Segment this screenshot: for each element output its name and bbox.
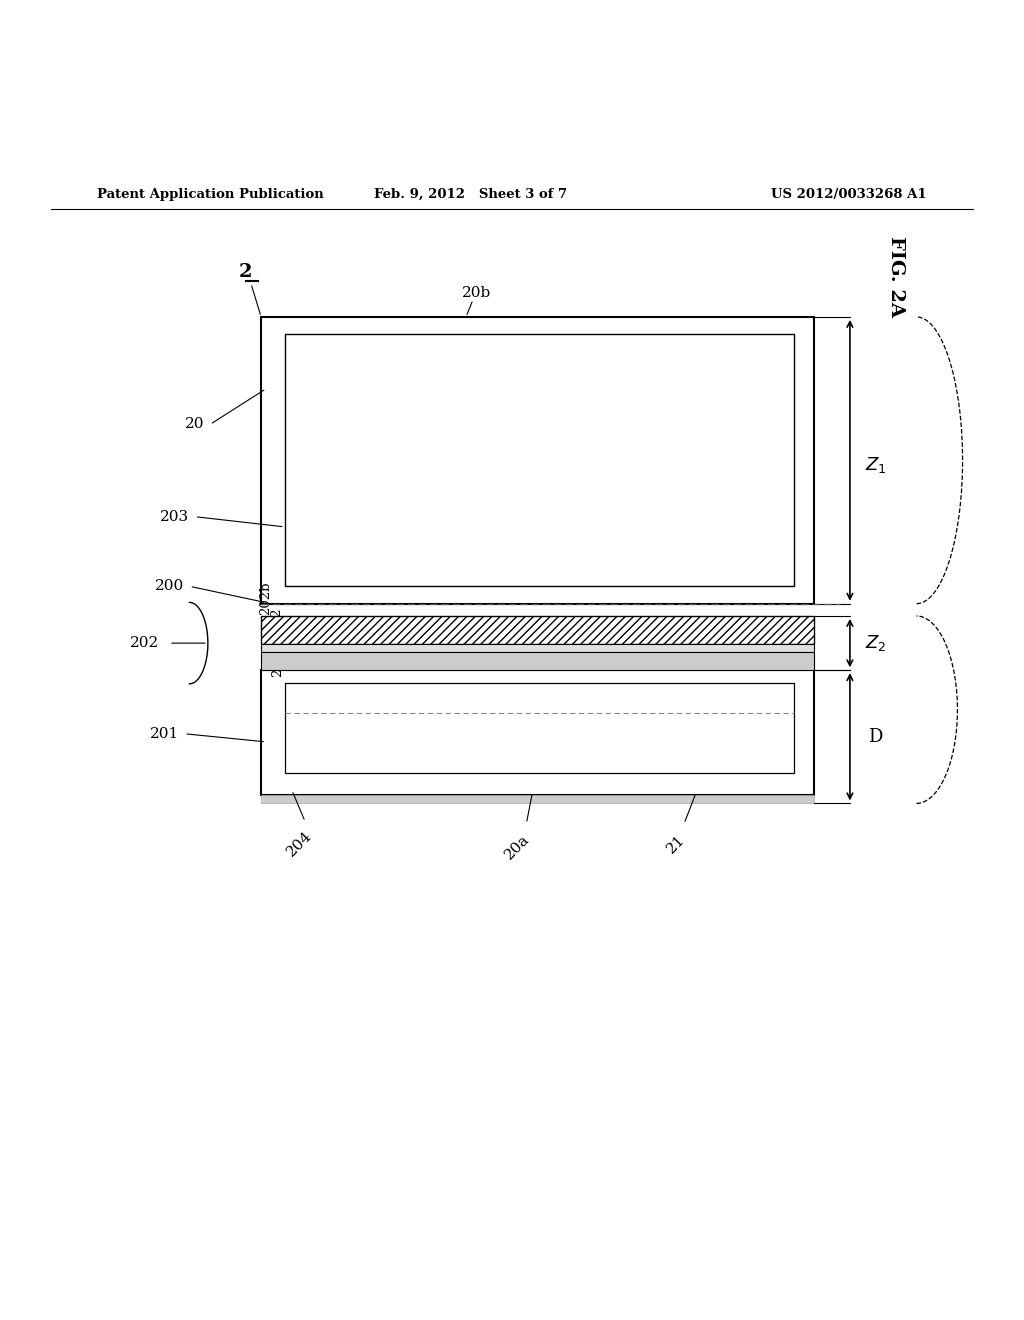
Bar [261, 671, 814, 795]
Bar [285, 334, 794, 586]
Text: 2023: 2023 [280, 615, 293, 649]
Text: $Z_2$: $Z_2$ [865, 634, 887, 653]
Text: Patent Application Publication: Patent Application Publication [97, 187, 324, 201]
Text: 2022: 2022 [270, 607, 284, 642]
Text: US 2012/0033268 A1: US 2012/0033268 A1 [771, 187, 927, 201]
Text: 202: 202 [129, 636, 159, 651]
Text: 2021: 2021 [271, 643, 285, 677]
Text: 200: 200 [155, 579, 184, 593]
Text: 204: 204 [284, 829, 314, 859]
Bar [261, 644, 814, 652]
Text: 20: 20 [185, 417, 205, 432]
Text: FIG. 2A: FIG. 2A [887, 235, 905, 317]
Bar [285, 682, 794, 772]
Bar [261, 652, 814, 671]
Text: 203: 203 [161, 510, 189, 524]
Bar [261, 317, 814, 603]
Bar [261, 795, 814, 804]
Text: 20a: 20a [502, 832, 532, 862]
Text: 202a: 202a [261, 638, 274, 671]
Bar [261, 616, 814, 644]
Text: 2: 2 [239, 263, 253, 281]
Text: 21: 21 [664, 832, 688, 855]
Text: $Z_1$: $Z_1$ [865, 455, 887, 475]
Text: 201: 201 [150, 727, 179, 741]
Text: 202b: 202b [259, 582, 272, 615]
Text: D: D [868, 727, 883, 746]
Text: 20b: 20b [462, 285, 490, 300]
Text: Feb. 9, 2012   Sheet 3 of 7: Feb. 9, 2012 Sheet 3 of 7 [375, 187, 567, 201]
